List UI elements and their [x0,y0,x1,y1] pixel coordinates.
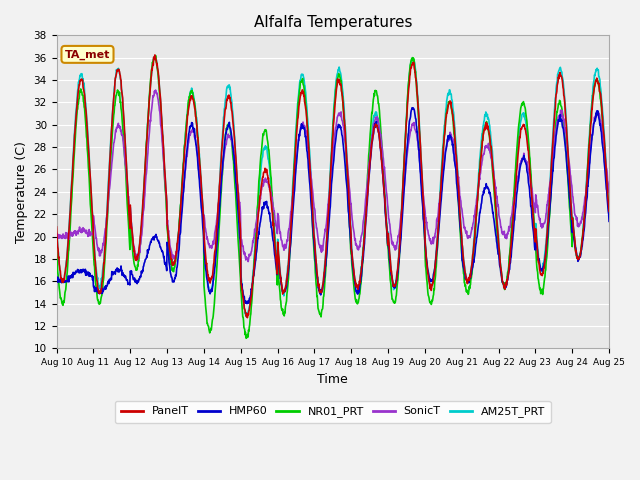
AM25T_PRT [492,195,499,201]
NR01_PRT [152,53,159,59]
HMP60 [408,105,416,110]
AM25T_PRT [152,53,159,59]
NR01_PRT [540,279,548,285]
NR01_PRT [605,211,613,216]
AM25T_PRT [163,195,170,201]
Line: AM25T_PRT: AM25T_PRT [56,56,609,317]
PanelT [163,193,170,199]
SonicT [152,87,159,93]
SonicT [419,192,427,198]
PanelT [176,216,184,222]
Title: Alfalfa Temperatures: Alfalfa Temperatures [253,15,412,30]
HMP60 [175,241,183,247]
Line: HMP60: HMP60 [56,108,609,304]
HMP60 [605,218,613,224]
AM25T_PRT [176,213,184,219]
X-axis label: Time: Time [317,372,348,385]
HMP60 [492,228,499,234]
SonicT [176,222,184,228]
PanelT [244,315,252,321]
HMP60 [52,276,60,282]
SonicT [238,237,246,242]
HMP60 [419,216,427,222]
NR01_PRT [492,207,499,213]
NR01_PRT [243,336,250,341]
PanelT [540,265,548,271]
Y-axis label: Temperature (C): Temperature (C) [15,141,28,243]
PanelT [151,52,159,58]
AM25T_PRT [605,209,613,215]
Text: TA_met: TA_met [65,49,110,60]
Line: NR01_PRT: NR01_PRT [56,56,609,338]
PanelT [605,208,613,214]
Line: PanelT: PanelT [56,55,609,318]
SonicT [605,190,613,195]
HMP60 [540,261,548,267]
SonicT [492,186,499,192]
HMP60 [162,263,170,269]
AM25T_PRT [52,226,60,231]
AM25T_PRT [419,195,427,201]
Line: SonicT: SonicT [56,90,609,262]
NR01_PRT [238,297,246,302]
NR01_PRT [419,211,427,216]
PanelT [492,198,499,204]
HMP60 [243,301,251,307]
PanelT [52,224,60,230]
AM25T_PRT [540,257,548,263]
HMP60 [237,280,245,286]
PanelT [419,197,427,203]
SonicT [540,220,548,226]
NR01_PRT [52,247,60,253]
SonicT [52,232,60,238]
SonicT [163,192,170,198]
PanelT [238,285,246,290]
SonicT [244,259,252,264]
NR01_PRT [176,214,184,220]
AM25T_PRT [238,280,246,286]
Legend: PanelT, HMP60, NR01_PRT, SonicT, AM25T_PRT: PanelT, HMP60, NR01_PRT, SonicT, AM25T_P… [115,401,550,423]
AM25T_PRT [243,314,250,320]
NR01_PRT [163,205,170,211]
